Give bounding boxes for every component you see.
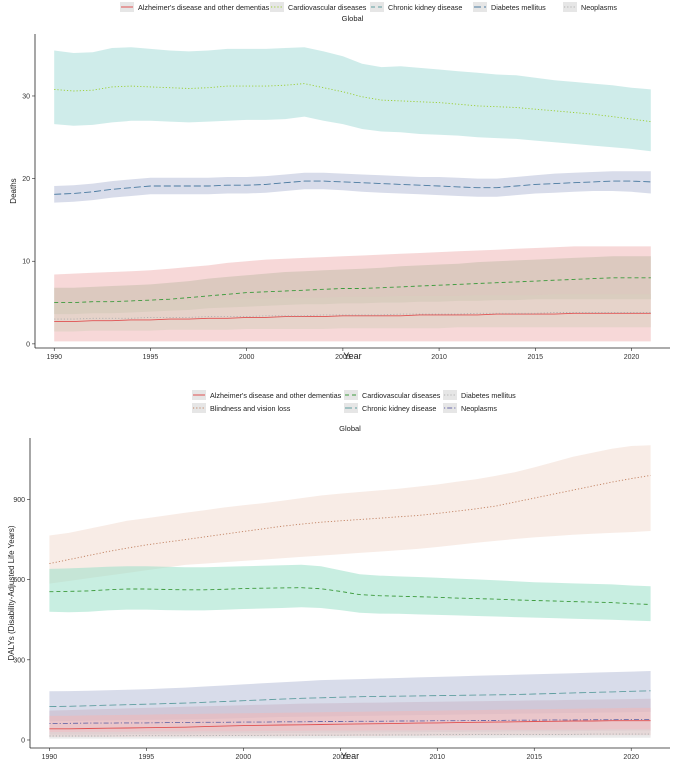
legend-label: Neoplasms — [581, 3, 617, 12]
legend-item: Alzheimer's disease and other dementias — [192, 390, 342, 400]
series-line — [49, 718, 651, 724]
uncertainty-band — [49, 445, 651, 584]
legend-label: Cardiovascular diseases — [288, 3, 367, 12]
legend-key — [370, 2, 384, 12]
x-tick-label: 1995 — [143, 354, 159, 361]
x-tick-label: 2020 — [623, 754, 639, 761]
deaths-chart-panel: Alzheimer's disease and other dementias C… — [9, 2, 670, 361]
uncertainty-band — [49, 707, 651, 737]
dalys-chart-panel: Alzheimer's disease and other dementias C… — [7, 390, 670, 761]
legend-item: Chronic kidney disease — [370, 2, 462, 12]
legend-label: Cardiovascular diseases — [362, 391, 441, 400]
x-tick-label: 2005 — [335, 354, 351, 361]
x-tick-label: 2015 — [528, 354, 544, 361]
series-line — [54, 83, 651, 123]
x-axis-label: Year — [343, 351, 361, 361]
legend-item: Cardiovascular diseases — [270, 2, 367, 12]
series-line — [54, 277, 651, 304]
x-tick-label: 2015 — [526, 754, 542, 761]
series-line — [54, 312, 651, 323]
legend-item: Cardiovascular diseases — [344, 390, 441, 400]
y-tick-label: 600 — [13, 577, 25, 584]
y-tick-label: 0 — [26, 341, 30, 348]
chart-title: Global — [342, 14, 364, 23]
uncertainty-band — [54, 47, 651, 152]
legend-item: Diabetes mellitus — [473, 2, 546, 12]
x-tick-label: 1990 — [46, 354, 62, 361]
series-line — [49, 587, 651, 605]
legend-item: Neoplasms — [563, 2, 617, 12]
legend-key — [344, 390, 358, 400]
x-tick-label: 2000 — [239, 354, 255, 361]
y-tick-label: 10 — [22, 259, 30, 266]
uncertainty-band — [49, 729, 651, 739]
y-tick-label: 300 — [13, 657, 25, 664]
series-line — [49, 474, 651, 565]
y-tick-label: 900 — [13, 497, 25, 504]
chart-title: Global — [339, 424, 361, 433]
series-line — [49, 690, 651, 708]
uncertainty-band — [54, 171, 651, 203]
legend-key — [563, 2, 577, 12]
y-axis-label: Deaths — [9, 178, 18, 203]
legend-label: Alzheimer's disease and other dementias — [210, 391, 342, 400]
legend-key — [443, 390, 457, 400]
x-tick-label: 2005 — [333, 754, 349, 761]
series-line — [49, 733, 651, 737]
x-tick-label: 2000 — [236, 754, 252, 761]
y-tick-label: 0 — [21, 737, 25, 744]
uncertainty-band — [54, 294, 651, 332]
x-tick-label: 2020 — [624, 354, 640, 361]
x-axis-label: Year — [341, 751, 359, 761]
legend-item: Blindness and vision loss — [192, 403, 291, 413]
legend-key — [270, 2, 284, 12]
y-axis-label: DALYs (Disability-Adjusted Life Years) — [7, 525, 16, 660]
x-tick-label: 1990 — [42, 754, 58, 761]
x-tick-label: 2010 — [429, 754, 445, 761]
legend-item: Neoplasms — [443, 403, 497, 413]
series-line — [54, 312, 651, 320]
series-line — [49, 720, 651, 730]
legend-label: Alzheimer's disease and other dementias — [138, 3, 270, 12]
legend-item: Diabetes mellitus — [443, 390, 516, 400]
legend-item: Chronic kidney disease — [344, 403, 436, 413]
y-tick-label: 20 — [22, 176, 30, 183]
y-tick-label: 30 — [22, 93, 30, 100]
legend-key — [192, 403, 206, 413]
legend-label: Chronic kidney disease — [362, 404, 436, 413]
legend-label: Diabetes mellitus — [491, 3, 546, 12]
legend-label: Chronic kidney disease — [388, 3, 462, 12]
legend-item: Alzheimer's disease and other dementias — [120, 2, 270, 12]
legend-label: Blindness and vision loss — [210, 404, 291, 413]
legend-label: Neoplasms — [461, 404, 497, 413]
legend-label: Diabetes mellitus — [461, 391, 516, 400]
x-tick-label: 1995 — [139, 754, 155, 761]
x-tick-label: 2010 — [431, 354, 447, 361]
